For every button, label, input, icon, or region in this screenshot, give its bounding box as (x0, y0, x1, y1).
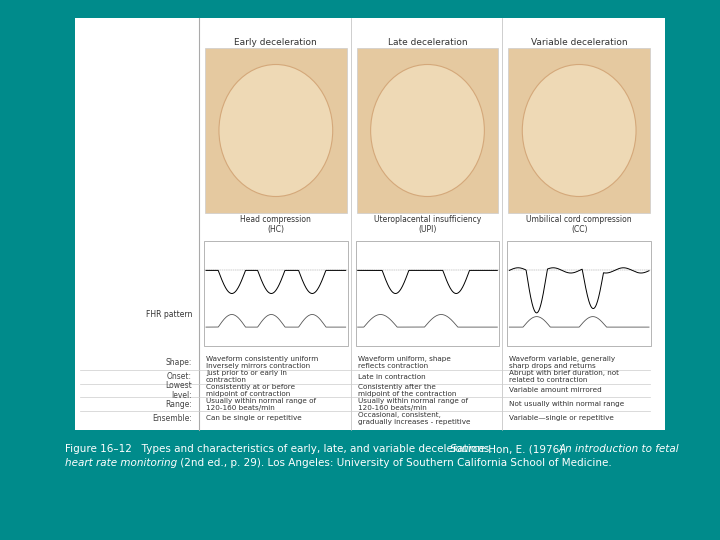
Text: Onset:: Onset: (167, 372, 192, 381)
Text: Just prior to or early in
contraction: Just prior to or early in contraction (206, 370, 287, 383)
Bar (205, 48, 346, 213)
Text: Usually within normal range of
120-160 beats/min: Usually within normal range of 120-160 b… (358, 398, 468, 411)
Text: Waveform uniform, shape
reflects contraction: Waveform uniform, shape reflects contrac… (358, 356, 451, 369)
Text: Head compression
(HC): Head compression (HC) (240, 215, 311, 234)
Text: Source:: Source: (450, 444, 490, 454)
Text: (2nd ed., p. 29). Los Angeles: University of Southern California School of Medic: (2nd ed., p. 29). Los Angeles: Universit… (177, 458, 612, 468)
Bar (75, 18, 665, 430)
Text: Shape:: Shape: (166, 359, 192, 367)
Text: Consistently at or before
midpoint of contraction: Consistently at or before midpoint of co… (206, 384, 295, 397)
Text: Late in contraction: Late in contraction (358, 374, 426, 380)
Text: Early deceleration: Early deceleration (235, 38, 318, 47)
Bar (508, 48, 650, 213)
Text: Lowest
level:: Lowest level: (166, 381, 192, 400)
Text: Abrupt with brief duration, not
related to contraction: Abrupt with brief duration, not related … (509, 370, 619, 383)
Text: Occasional, consistent,
gradually increases - repetitive: Occasional, consistent, gradually increa… (358, 411, 470, 424)
Text: Variable amount mirrored: Variable amount mirrored (509, 388, 602, 394)
Text: heart rate monitoring: heart rate monitoring (65, 458, 177, 468)
Text: Figure 16–12   Types and characteristics of early, late, and variable decelerati: Figure 16–12 Types and characteristics o… (65, 444, 499, 454)
Text: Can be single or repetitive: Can be single or repetitive (206, 415, 302, 421)
Text: Usually within normal range of
120-160 beats/min: Usually within normal range of 120-160 b… (206, 398, 316, 411)
Text: Waveform consistently uniform
Inversely mirrors contraction: Waveform consistently uniform Inversely … (206, 356, 318, 369)
Text: Variable deceleration: Variable deceleration (531, 38, 627, 47)
Bar (356, 241, 500, 346)
Bar (204, 241, 348, 346)
Text: Ensemble:: Ensemble: (152, 414, 192, 423)
Text: Consistently after the
midpoint of the contraction: Consistently after the midpoint of the c… (358, 384, 456, 397)
Text: Hon, E. (1976).: Hon, E. (1976). (485, 444, 573, 454)
Text: An introduction to fetal: An introduction to fetal (559, 444, 680, 454)
Text: Range:: Range: (165, 400, 192, 409)
Text: Waveform variable, generally
sharp drops and returns: Waveform variable, generally sharp drops… (509, 356, 616, 369)
Text: Uteroplacental insufficiency
(UPI): Uteroplacental insufficiency (UPI) (374, 215, 481, 234)
Ellipse shape (371, 64, 485, 197)
Text: FHR pattern: FHR pattern (145, 310, 192, 319)
Text: Variable—single or repetitive: Variable—single or repetitive (509, 415, 614, 421)
Ellipse shape (219, 64, 333, 197)
Bar (508, 241, 651, 346)
Text: Late deceleration: Late deceleration (387, 38, 467, 47)
Bar (356, 48, 498, 213)
Text: Not usually within normal range: Not usually within normal range (509, 401, 624, 407)
Text: Umbilical cord compression
(CC): Umbilical cord compression (CC) (526, 215, 632, 234)
Ellipse shape (522, 64, 636, 197)
